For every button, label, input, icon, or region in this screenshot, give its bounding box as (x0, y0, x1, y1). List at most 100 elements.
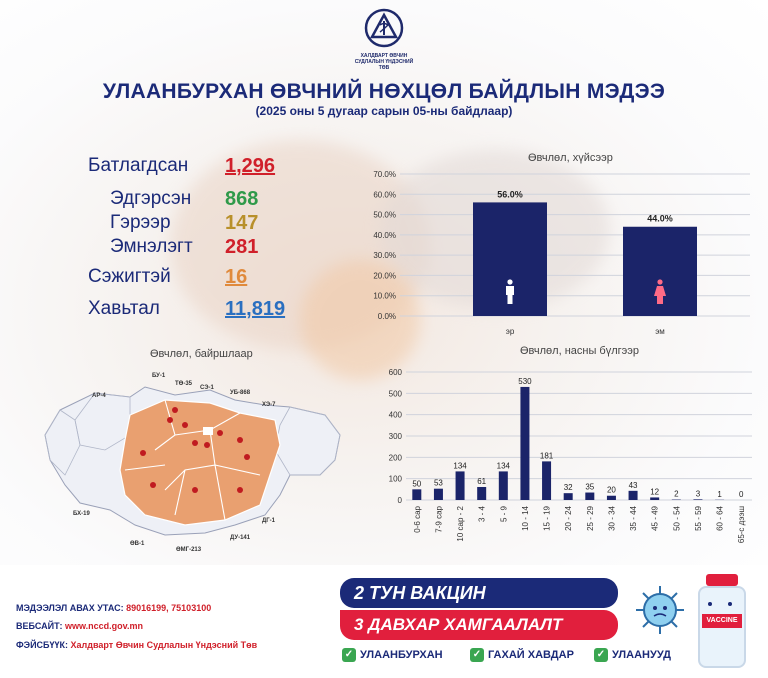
banner-line2: 3 ДАВХАР ХАМГААЛАЛТ (340, 610, 618, 640)
map-label: ТӨ-35 (175, 381, 193, 387)
data-label: 1 (717, 490, 722, 499)
y-tick-label: 20.0% (373, 271, 396, 280)
x-tick-label: 3 - 4 (478, 505, 487, 522)
y-tick-label: 60.0% (373, 190, 396, 199)
x-tick-label: 50 - 54 (672, 505, 681, 530)
data-label: 44.0% (647, 214, 673, 224)
x-tick-label: эр (506, 327, 515, 336)
check-mumps: ✓ ГАХАЙ ХАВДАР (470, 648, 574, 662)
y-tick-label: 30.0% (373, 251, 396, 260)
age-chart-title: Өвчлөл, насны бүлгээр (520, 345, 640, 357)
stat-hospital-label: Эмнэлэгт (110, 236, 193, 257)
y-tick-label: 10.0% (373, 292, 396, 301)
web-link[interactable]: www.nccd.gov.mn (65, 621, 144, 631)
x-tick-label: 35 - 44 (629, 505, 638, 530)
map-label: ДУ-141 (230, 535, 251, 541)
y-tick-label: 0.0% (378, 312, 396, 321)
y-tick-label: 200 (389, 453, 403, 462)
check-label: УЛААНБУРХАН (360, 648, 443, 661)
stat-outbreak: Хавьтал 11,819 (88, 298, 285, 320)
data-label: 134 (453, 461, 467, 470)
bar (520, 386, 530, 500)
x-tick-label: 5 - 9 (499, 505, 508, 522)
stat-home: Гэрээр 147 (110, 212, 258, 234)
y-tick-label: 70.0% (373, 170, 396, 179)
gender-chart-title: Өвчлөл, хүйсээр (528, 152, 613, 164)
map-label: БУ-1 (152, 373, 166, 379)
data-label: 530 (518, 377, 532, 386)
check-icon: ✓ (470, 648, 484, 662)
stat-suspected: Сэжигтэй 16 (88, 266, 247, 288)
data-label: 50 (412, 479, 421, 488)
stat-outbreak-value: 11,819 (225, 298, 286, 320)
x-tick-label: 25 - 29 (586, 505, 595, 530)
stat-outbreak-label: Хавьтал (88, 298, 160, 319)
data-label: 56.0% (497, 189, 523, 199)
data-label: 181 (540, 451, 554, 460)
vaccine-bottle-icon: VACCINE (694, 574, 750, 670)
y-tick-label: 600 (389, 368, 403, 377)
x-tick-label: 55 - 59 (694, 505, 703, 530)
logo-text: ХАЛДВАРТ ӨВЧИН СУДЛАЛЫН ҮНДЭСНИЙ ТӨВ (354, 53, 414, 71)
x-tick-label: 10 сар - 2 (456, 505, 465, 541)
data-label: 12 (650, 487, 659, 496)
bar (628, 490, 638, 500)
data-label: 35 (585, 483, 594, 492)
fb-link[interactable]: Халдварт Өвчин Судлалын Үндэсний Төв (70, 640, 258, 650)
logo-icon (364, 8, 404, 48)
page-title: УЛААНБУРХАН ӨВЧНИЙ НӨХЦӨЛ БАЙДЛЫН МЭДЭЭ (102, 80, 666, 103)
mongolia-map (44, 386, 341, 536)
data-label: 0 (739, 490, 744, 499)
contact-phone: МЭДЭЭЛЭЛ АВАХ УТАС: 89016199, 75103100 (16, 603, 211, 613)
y-tick-label: 40.0% (373, 231, 396, 240)
icon-body (506, 286, 514, 304)
stat-confirmed-label: Батлагдсан (88, 155, 189, 176)
icon-head (657, 279, 663, 285)
x-tick-label: 0-6 сар (413, 505, 422, 532)
x-tick-label: эм (655, 327, 665, 336)
bar (542, 461, 552, 500)
virus-icon (636, 586, 684, 634)
x-tick-label: 30 - 34 (607, 505, 616, 530)
data-label: 61 (477, 477, 486, 486)
x-tick-label: 60 - 64 (716, 505, 725, 530)
bar (455, 471, 465, 500)
stat-suspected-label: Сэжигтэй (88, 266, 171, 287)
stat-home-label: Гэрээр (110, 212, 171, 233)
data-label: 32 (564, 483, 573, 492)
y-tick-label: 100 (389, 475, 403, 484)
y-tick-label: 500 (389, 389, 403, 398)
logo: ХАЛДВАРТ ӨВЧИН СУДЛАЛЫН ҮНДЭСНИЙ ТӨВ (350, 8, 418, 71)
y-tick-label: 300 (389, 432, 403, 441)
gender-chart: 0.0% 10.0% 20.0% 30.0% 40.0% 50.0% 60.0% 70.0% 5… (373, 170, 750, 336)
y-tick-label: 50.0% (373, 211, 396, 220)
female-icon (654, 279, 666, 304)
x-tick-label: 45 - 49 (651, 505, 660, 530)
stat-recovered-value: 868 (225, 188, 259, 210)
stat-hospital: Эмнэлэгт 281 (110, 236, 258, 258)
y-tick-label: 0 (398, 496, 403, 505)
map-label: ӨВ-1 (130, 541, 145, 547)
contact-web: ВЕБСАЙТ: www.nccd.gov.mn (16, 621, 143, 631)
stat-recovered: Эдгэрсэн 868 (110, 188, 258, 210)
bar (433, 488, 443, 500)
map-label: БХ-19 (73, 511, 90, 517)
x-tick-label: 7-9 сар (434, 505, 443, 532)
fb-label: ФЭЙСБҮҮК: (16, 640, 69, 650)
x-tick-label: 20 - 24 (564, 505, 573, 530)
map-label: ӨМГ-213 (176, 547, 202, 553)
stat-suspected-value: 16 (225, 266, 248, 288)
check-label: ГАХАЙ ХАВДАР (488, 648, 574, 661)
data-label: 2 (674, 490, 679, 499)
map-label: СЭ-1 (200, 385, 214, 391)
stat-home-value: 147 (225, 212, 259, 234)
y-tick-label: 400 (389, 411, 403, 420)
check-icon: ✓ (594, 648, 608, 662)
male-icon (506, 279, 514, 304)
stat-confirmed: Батлагдсан 1,296 (88, 155, 275, 177)
icon-body (654, 286, 666, 304)
phone-value: 89016199, 75103100 (126, 603, 212, 613)
map-title: Өвчлөл, байршлаар (150, 348, 253, 360)
bar (693, 499, 703, 500)
